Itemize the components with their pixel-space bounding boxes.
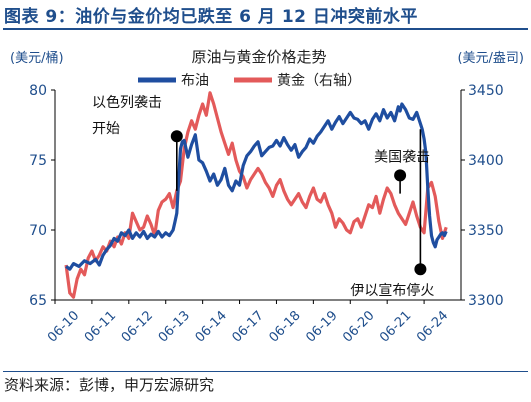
chart-title: 原油与黄金价格走势 [191,48,326,66]
x-tick-label: 06-13 [156,308,193,345]
y-right-tick-label: 3300 [468,293,504,309]
annotation-label: 开始 [92,121,120,137]
x-tick-label: 06-10 [45,308,82,345]
x-tick-label: 06-18 [266,308,303,345]
y-left-tick-label: 70 [29,223,47,239]
bottom-rule [3,371,528,372]
legend-oil-label: 布油 [181,73,209,89]
x-tick-label: 06-24 [414,308,451,345]
y-axis-right-label: (美元/盎司) [457,51,524,66]
annotation-label: 以色列袭击 [92,94,162,111]
x-tick-label: 06-21 [377,308,414,345]
y-right-tick-label: 3450 [468,83,504,99]
x-tick-label: 06-11 [82,308,119,345]
legend-gold-label: 黄金（右轴） [277,72,361,89]
y-left-tick-label: 65 [29,293,47,309]
x-tick-label: 06-17 [230,308,267,345]
x-tick-label: 06-20 [340,308,377,345]
x-tick-label: 06-19 [303,308,340,345]
x-tick-label: 06-14 [193,308,230,345]
series-line-oil [65,102,448,271]
series-line-gold [64,91,448,299]
annotation-label: 美国袭击 [374,149,430,165]
y-left-tick-label: 80 [29,83,47,99]
title-rule [3,28,528,30]
annotation-marker [394,169,407,182]
y-right-tick-label: 3350 [468,223,504,239]
chart: 原油与黄金价格走势 (美元/桶) (美元/盎司) 布油 黄金（右轴） 65 70 75 80 33… [10,48,524,346]
annotation-label: 伊以宣布停火 [350,282,434,299]
y-left-tick-label: 75 [29,153,47,169]
y-right-tick-label: 3400 [468,153,504,169]
annotation-marker [170,130,183,143]
annotation-marker [414,263,427,276]
figure-title: 图表 9：油价与金价均已跌至 6 月 12 日冲突前水平 [4,7,418,27]
x-tick-label: 06-12 [119,308,156,345]
y-axis-left-label: (美元/桶) [10,51,64,66]
source-note: 资料来源：彭博，申万宏源研究 [4,376,215,394]
